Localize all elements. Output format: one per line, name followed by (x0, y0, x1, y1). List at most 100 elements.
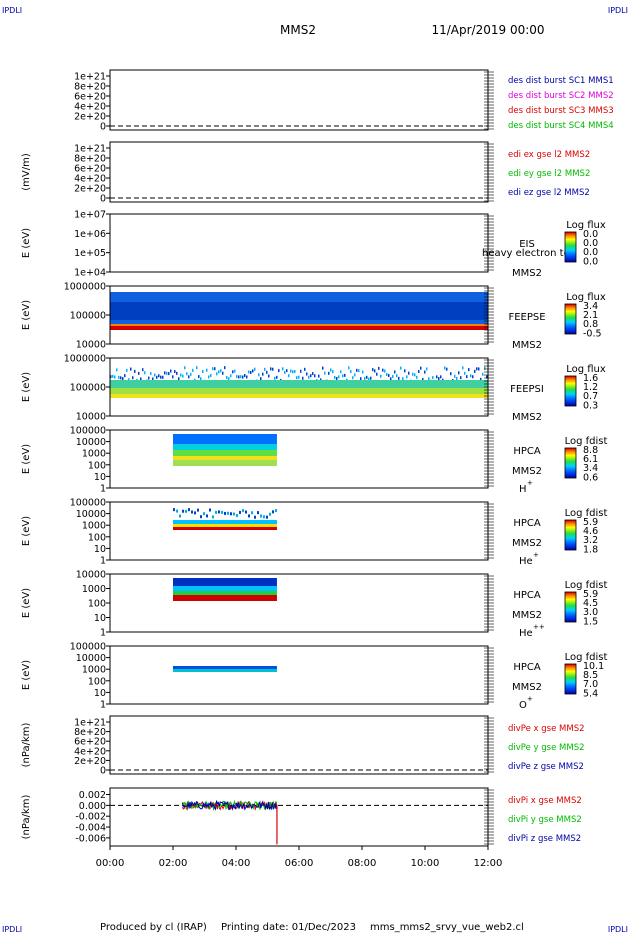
y-tick-label: 8e+20 (74, 82, 106, 93)
spectrogram-dot (166, 371, 168, 375)
spectrogram-dot (179, 514, 181, 518)
spectrogram-dot (134, 369, 136, 373)
spectrogram-dot (224, 366, 226, 370)
spectrogram-dot (188, 508, 190, 512)
species-charge: ++ (533, 623, 545, 631)
spectrogram-dot (484, 366, 486, 370)
legend-entry: divPe z gse MMS2 (508, 762, 584, 772)
spectrogram-dot (304, 367, 306, 371)
panel-plot-area (110, 292, 488, 330)
colorbar-tick-label: 1.6 (583, 373, 598, 384)
species-label: O (519, 700, 527, 711)
spectrogram-dot (408, 371, 410, 375)
spectrogram-dot (173, 508, 175, 512)
spectrogram-band (110, 394, 488, 398)
spectrogram-dot (400, 366, 402, 370)
panel-frame (109, 645, 489, 705)
colorbar-tick-label: 7.0 (583, 679, 598, 690)
spectrogram-dot (242, 375, 244, 379)
y-axis-label: E (eV) (21, 660, 32, 690)
panel-frame (109, 501, 489, 561)
spectrogram-dot (482, 372, 484, 376)
colorbar-tick-label: 3.2 (583, 535, 598, 546)
spectrogram-dot (428, 377, 430, 381)
y-tick-label: 4e+20 (74, 174, 106, 185)
spectrogram-dot (197, 508, 199, 512)
instrument-label: HPCA (513, 662, 541, 673)
spectrogram-band (173, 456, 277, 460)
spectrogram-dot (216, 372, 218, 376)
spectrogram-dot (296, 376, 298, 380)
colorbar-tick-label: 8.8 (583, 445, 598, 456)
spectrogram-dot (380, 374, 382, 378)
y-tick-label: 2e+20 (74, 112, 106, 123)
spectrogram-dot (239, 510, 241, 514)
spectrogram-dot (116, 368, 118, 372)
spectrogram-dot (328, 371, 330, 375)
spectrogram-band (173, 669, 277, 672)
corner-label-top-left: IPDLI (2, 6, 22, 15)
panel-plot-area (173, 508, 277, 530)
spectrogram-dot (230, 512, 232, 516)
spectrogram-dot (188, 375, 190, 379)
y-tick-label: 1 (100, 484, 106, 495)
spectrogram-band (173, 591, 277, 595)
panel-frame (109, 69, 489, 131)
spacecraft-label: MMS2 (512, 538, 542, 549)
y-tick-label: 8e+20 (74, 727, 106, 738)
spacecraft-label: MMS2 (512, 466, 542, 477)
spectrogram-dot (382, 368, 384, 372)
spectrogram-dot (176, 509, 178, 513)
spectrogram-dot (144, 371, 146, 375)
spectrogram-dot (384, 369, 386, 373)
y-tick-label: 1e+07 (74, 210, 106, 221)
spectrogram-dot (360, 377, 362, 381)
spectrogram-dot (150, 372, 152, 376)
panel-frame (109, 213, 489, 273)
spectrogram-dot (390, 377, 392, 381)
y-tick-label: -0.002 (75, 812, 106, 823)
y-tick-label: 1e+05 (74, 248, 106, 259)
spectrogram-dot (278, 369, 280, 373)
spectrogram-dot (372, 368, 374, 372)
colorbar-title: Log fdist (565, 652, 608, 663)
spectrogram-dot (185, 509, 187, 513)
spectrogram-dot (348, 366, 350, 370)
spectrogram-dot (110, 375, 112, 379)
y-tick-label: 1e+06 (74, 229, 106, 240)
spectrogram-dot (224, 511, 226, 515)
spectrogram-dot (218, 370, 220, 374)
y-tick-label: 100000 (70, 498, 106, 509)
y-tick-label: 2e+20 (74, 184, 106, 195)
species-label: He (519, 628, 533, 639)
y-tick-label: 6e+20 (74, 164, 106, 175)
y-tick-label: 0 (100, 194, 106, 205)
spectrogram-dot (242, 509, 244, 513)
spectrogram-dot (272, 510, 274, 514)
spectrogram-dot (342, 374, 344, 378)
spectrogram-dot (158, 374, 160, 378)
spectrogram-band (173, 460, 277, 466)
spectrogram-dot (244, 373, 246, 377)
colorbar-tick-label: 1.8 (583, 544, 598, 555)
legend-entry: des dist burst SC3 MMS3 (508, 106, 614, 116)
spectrogram-dot (406, 375, 408, 379)
spectrogram-dot (238, 375, 240, 379)
spectrogram-dot (464, 371, 466, 375)
y-tick-label: 0.000 (79, 801, 106, 812)
legend-entry: edi ez gse l2 MMS2 (508, 188, 590, 198)
spectrogram-dot (276, 375, 278, 379)
spectrogram-dot (245, 510, 247, 514)
x-tick-label: 02:00 (159, 858, 188, 869)
spectrogram-dot (354, 373, 356, 377)
y-tick-label: 100000 (70, 642, 106, 653)
spectrogram-dot (260, 377, 262, 381)
legend-entry: des dist burst SC2 MMS2 (508, 91, 614, 101)
y-tick-label: 100 (88, 532, 106, 543)
panel-3: 1000000 100000 10000 E (eV) FEEPSE MMS2 Log fl… (21, 282, 606, 352)
corner-label-bottom-right: IPDLI (608, 925, 628, 934)
spectrogram-dot (198, 375, 200, 379)
